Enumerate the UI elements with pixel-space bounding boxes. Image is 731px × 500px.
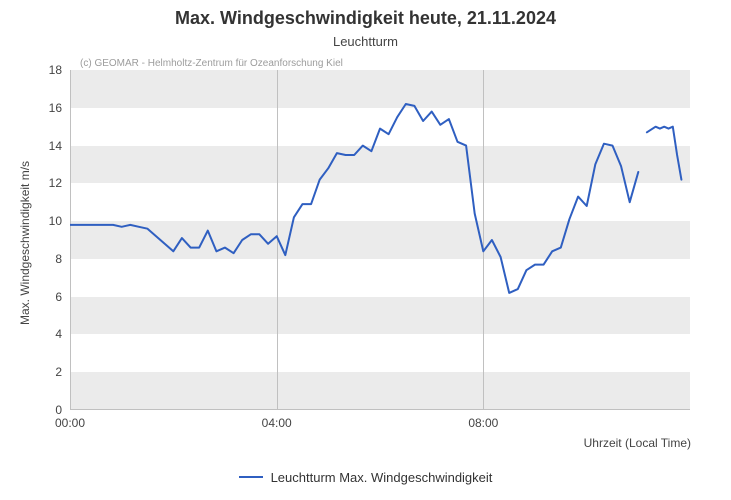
y-axis-label: Max. Windgeschwindigkeit m/s	[18, 161, 32, 325]
y-tick-label: 14	[49, 139, 62, 153]
chart-credits: (c) GEOMAR - Helmholtz-Zentrum für Ozean…	[80, 58, 343, 69]
y-tick-label: 8	[55, 252, 62, 266]
y-tick-label: 2	[55, 365, 62, 379]
x-axis-label: Uhrzeit (Local Time)	[584, 436, 691, 450]
plot-area: 02468101214161800:0004:0008:00	[70, 70, 690, 410]
legend-item-label: Leuchtturm Max. Windgeschwindigkeit	[271, 470, 493, 485]
y-tick-label: 6	[55, 290, 62, 304]
chart-title: Max. Windgeschwindigkeit heute, 21.11.20…	[0, 8, 731, 29]
legend-item: Leuchtturm Max. Windgeschwindigkeit	[239, 470, 493, 485]
x-tick-label: 08:00	[468, 416, 498, 430]
y-tick-label: 18	[49, 63, 62, 77]
chart-container: Max. Windgeschwindigkeit heute, 21.11.20…	[0, 0, 731, 500]
series-line	[70, 104, 638, 293]
x-tick-label: 00:00	[55, 416, 85, 430]
y-tick-label: 10	[49, 214, 62, 228]
y-tick-label: 0	[55, 403, 62, 417]
legend-swatch	[239, 476, 263, 478]
y-tick-label: 12	[49, 176, 62, 190]
x-tick-label: 04:00	[262, 416, 292, 430]
series-line	[647, 127, 682, 180]
y-tick-label: 16	[49, 101, 62, 115]
legend: Leuchtturm Max. Windgeschwindigkeit	[0, 465, 731, 485]
series-svg	[70, 70, 690, 410]
chart-subtitle: Leuchtturm	[0, 34, 731, 49]
y-tick-label: 4	[55, 327, 62, 341]
